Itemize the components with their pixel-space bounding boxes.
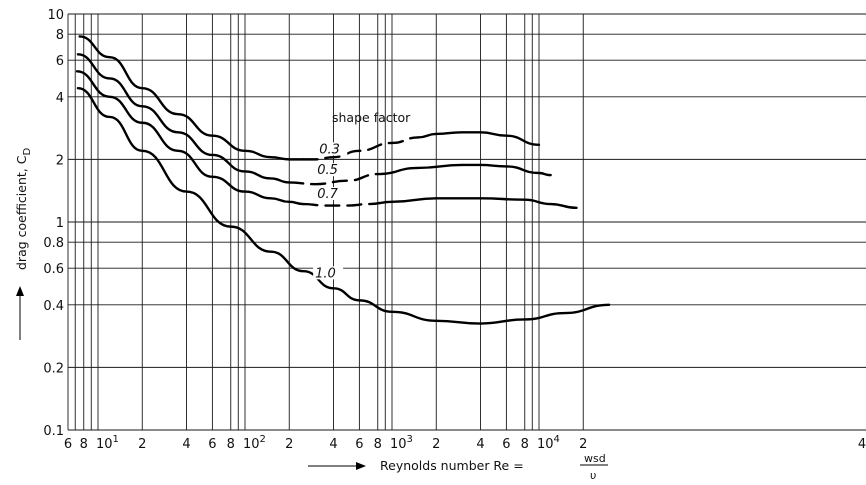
series-label: 0.3: [319, 142, 340, 157]
x-tick-label: 101: [96, 434, 119, 452]
series-line-solid: [368, 197, 578, 210]
x-tick-label: 8: [227, 437, 235, 452]
series-line-solid: [376, 163, 552, 177]
series-label-bg: [313, 266, 344, 280]
x-tick-label: 4: [329, 437, 337, 452]
series-layer: 0.3 0.5 0.7 1.0: [75, 35, 611, 325]
series-0-7: 0.7: [75, 70, 578, 210]
x-tick-label: 6: [64, 437, 72, 452]
svg-text:drag coefficient, CD: drag coefficient, CD: [14, 148, 33, 270]
y-tick-label: 0.4: [43, 299, 64, 314]
y-tick-label: 0.8: [43, 236, 64, 251]
x-axis-arrow: [308, 462, 366, 470]
y-axis-label-subscript: D: [22, 148, 33, 156]
series-line-dashed: [288, 172, 379, 186]
y-tick-label: 6: [56, 54, 64, 69]
series-label: 0.7: [317, 187, 338, 202]
series-label-bg: [315, 187, 346, 201]
y-tick-label: 1: [56, 216, 64, 231]
x-tick-label: 102: [243, 434, 266, 452]
y-tick-label: 0.1: [43, 424, 64, 439]
series-label-bg: [317, 142, 348, 156]
y-tick-label: 10: [47, 8, 64, 23]
x-tick-label: 8: [80, 437, 88, 452]
y-axis-arrow: [16, 286, 24, 340]
series-line-solid: [416, 131, 541, 147]
x-tick-label: 2: [138, 437, 146, 452]
series-line-solid: [76, 86, 611, 325]
series-line-dashed: [302, 202, 371, 207]
series-label: 1.0: [315, 266, 336, 281]
x-tick-label: 4: [182, 437, 190, 452]
x-tick-label: 2: [432, 437, 440, 452]
series-label: 0.5: [317, 163, 338, 178]
y-axis-label: drag coefficient, C: [14, 155, 29, 270]
y-axis-title: drag coefficient, CD: [14, 148, 33, 270]
x-axis-label: Reynolds number Re =: [380, 458, 524, 473]
y-tick-label: 2: [56, 153, 64, 168]
x-tick-label: 8: [521, 437, 529, 452]
x-tick-label: 4: [476, 437, 484, 452]
x-tick-label: 8: [374, 437, 382, 452]
series-line-solid: [78, 35, 305, 161]
x-tick-label: 104: [537, 434, 560, 452]
legend-title: shape factor: [332, 110, 411, 125]
x-tick-label: 6: [502, 437, 510, 452]
grid: [67, 13, 866, 431]
x-tick-label: 6: [355, 437, 363, 452]
series-line-solid: [75, 70, 305, 206]
y-tick-label: 4: [56, 91, 64, 106]
series-0-3: 0.3: [78, 35, 541, 161]
x-tick-label: 2: [579, 437, 587, 452]
x-tick-label: 4: [858, 437, 866, 452]
y-tick-label: 0.2: [43, 361, 64, 376]
x-axis-formula-numerator: wsd: [584, 452, 606, 465]
series-label-bg: [315, 163, 346, 177]
series-1-0: 1.0: [76, 86, 611, 325]
x-tick-label: 2: [285, 437, 293, 452]
y-tick-label: 8: [56, 28, 64, 43]
series-line-solid: [76, 53, 291, 184]
x-tick-label: 6: [208, 437, 216, 452]
x-tick-label: 103: [390, 434, 413, 452]
y-tick-label: 0.6: [43, 262, 64, 277]
series-0-5: 0.5: [76, 53, 552, 186]
x-axis-formula-denominator: υ: [590, 469, 596, 482]
